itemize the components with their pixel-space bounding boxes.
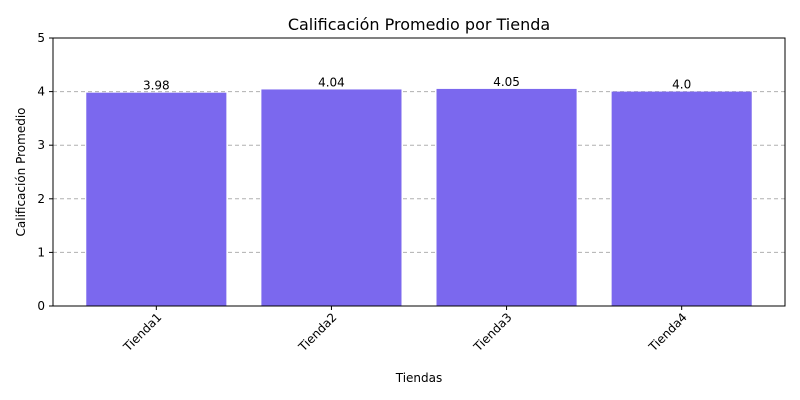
data-label-tienda2: 4.04 — [318, 75, 345, 89]
y-axis-label: Calificación Promedio — [14, 107, 28, 236]
x-tick-label-tienda3: Tienda3 — [470, 310, 514, 354]
bar-tienda3 — [436, 88, 577, 306]
y-tick-label-5: 5 — [37, 31, 45, 45]
bars-layer — [86, 88, 752, 307]
data-labels-layer: 3.98 4.04 4.05 4.0 — [143, 75, 691, 93]
data-label-tienda1: 3.98 — [143, 79, 170, 93]
x-tick-label-tienda4: Tienda4 — [645, 310, 689, 354]
data-label-tienda4: 4.0 — [672, 78, 691, 92]
data-label-tienda3: 4.05 — [493, 75, 520, 89]
y-tick-label-4: 4 — [37, 85, 45, 99]
bar-tienda2 — [261, 89, 402, 307]
bar-tienda1 — [86, 92, 227, 306]
chart-title: Calificación Promedio por Tienda — [288, 15, 550, 34]
x-axis-label: Tiendas — [395, 371, 443, 385]
bar-tienda4 — [611, 91, 752, 306]
x-tick-label-tienda2: Tienda2 — [295, 310, 339, 354]
plot-frame — [52, 37, 786, 307]
y-tick-label-2: 2 — [37, 192, 45, 206]
y-tick-label-3: 3 — [37, 138, 45, 152]
x-tick-label-tienda1: Tienda1 — [120, 310, 164, 354]
y-tick-label-1: 1 — [37, 245, 45, 259]
y-tick-label-0: 0 — [37, 299, 45, 313]
